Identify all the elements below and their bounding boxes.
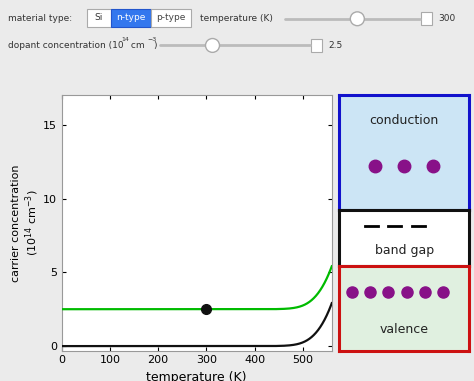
X-axis label: temperature (K): temperature (K) (146, 371, 247, 381)
Text: band gap: band gap (374, 244, 434, 257)
Text: Si: Si (95, 13, 103, 22)
FancyBboxPatch shape (151, 9, 191, 27)
FancyBboxPatch shape (421, 12, 432, 25)
Text: 2.5: 2.5 (328, 41, 342, 50)
Circle shape (206, 38, 219, 52)
Text: temperature (K): temperature (K) (200, 14, 273, 23)
Text: material type:: material type: (8, 14, 72, 23)
Text: p-type: p-type (156, 13, 186, 22)
Text: n-type: n-type (116, 13, 146, 22)
Text: cm: cm (128, 41, 145, 50)
Text: dopant concentration (10: dopant concentration (10 (8, 41, 124, 50)
Text: ): ) (153, 41, 156, 50)
Circle shape (350, 12, 365, 26)
FancyBboxPatch shape (311, 39, 322, 52)
Text: −3: −3 (147, 37, 156, 42)
Text: 14: 14 (121, 37, 129, 42)
Y-axis label: carrier concentration
$(10^{14}$ cm$^{-3})$: carrier concentration $(10^{14}$ cm$^{-3… (11, 164, 41, 282)
Text: valence: valence (380, 323, 428, 336)
Text: conduction: conduction (369, 114, 439, 127)
FancyBboxPatch shape (111, 9, 151, 27)
FancyBboxPatch shape (87, 9, 111, 27)
Text: 300: 300 (438, 14, 455, 23)
